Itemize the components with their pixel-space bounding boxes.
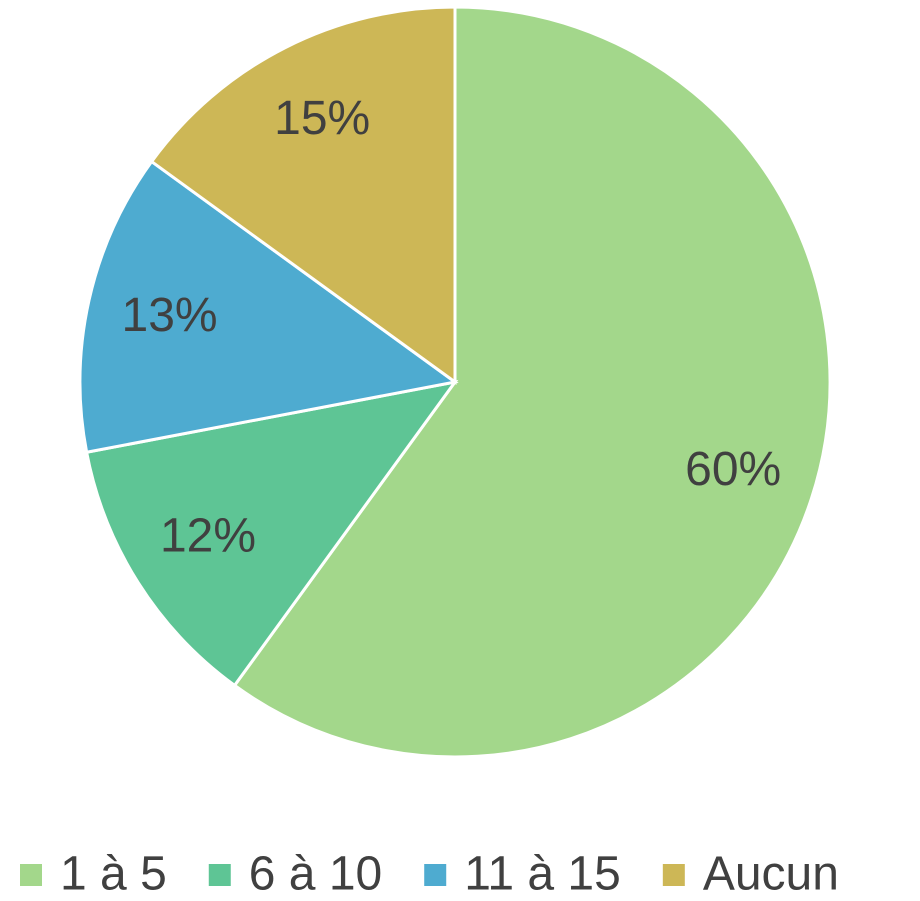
legend-label: Aucun [703,848,839,901]
data-label: 15% [274,92,370,145]
data-label: 13% [122,289,218,342]
legend-label: 6 à 10 [249,848,382,901]
pie-slice [149,5,457,385]
data-label: 12% [160,509,256,562]
legend-swatch [662,864,685,886]
legend-swatch [424,864,447,886]
legend-label: 11 à 15 [464,848,621,901]
pie-slice [232,5,832,759]
legend-swatch [208,864,231,886]
legend-label: 1 à 5 [60,848,167,901]
pie-slice [78,159,459,455]
data-label: 60% [685,443,781,496]
pie-slice [84,379,459,688]
legend-swatch [20,864,42,886]
